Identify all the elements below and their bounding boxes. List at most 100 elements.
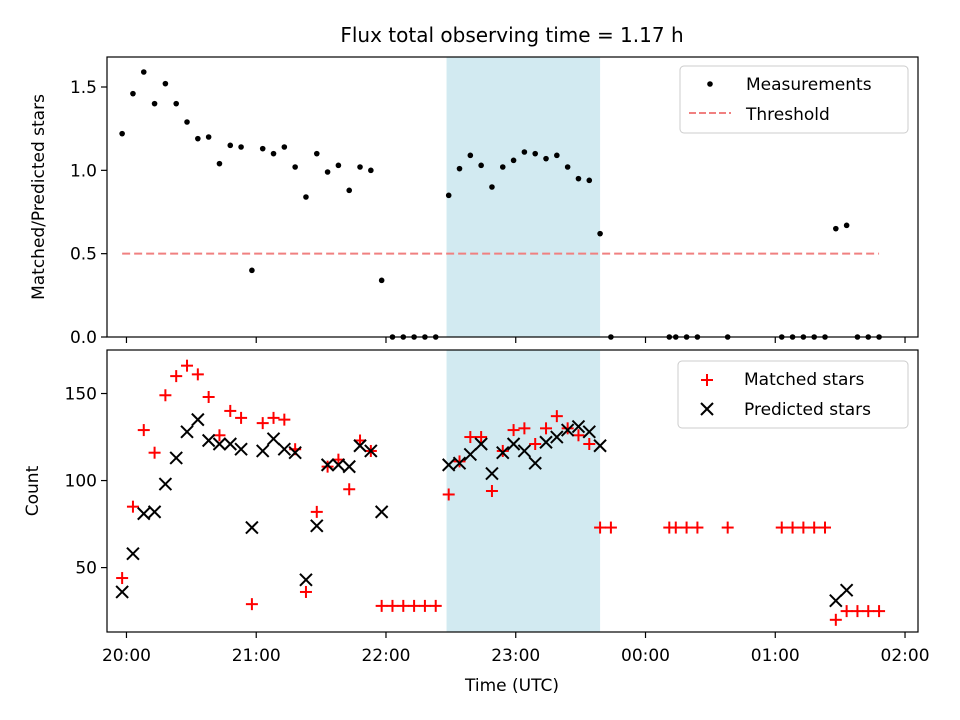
predicted-stars-point <box>115 585 129 599</box>
matched-stars-point <box>202 391 215 403</box>
measurements-point <box>346 187 353 194</box>
matched-stars-point <box>224 404 237 417</box>
matched-stars-point <box>429 599 442 612</box>
x-tick-label: 20:00 <box>102 646 151 666</box>
measurements-point <box>140 69 147 75</box>
y-tick-label: 0.0 <box>70 328 97 348</box>
matched-stars-point <box>397 599 410 612</box>
matched-stars-point <box>343 483 356 496</box>
predicted-stars-point <box>212 437 227 451</box>
matched-stars-point <box>529 438 542 450</box>
y-tick-label: 0.5 <box>70 245 97 265</box>
predicted-stars-point <box>310 519 324 533</box>
bottom-panel-counts: 50 100 150 20:00 21:00 22:00 23:00 00:00 01:00 0… <box>23 349 930 666</box>
matched-stars-point <box>159 389 172 402</box>
measurements-point <box>378 277 385 284</box>
predicted-stars-point <box>191 412 205 427</box>
matched-stars-point <box>829 613 842 626</box>
matched-stars-point <box>148 446 161 459</box>
measurements-point <box>532 150 539 157</box>
top-legend-box <box>679 65 909 134</box>
predicted-stars-point <box>364 444 378 458</box>
y-tick-label: 50 <box>75 559 97 579</box>
legend-predicted-label: Predicted stars <box>744 400 871 420</box>
predicted-stars-point <box>256 444 270 458</box>
matched-stars-point <box>126 500 139 513</box>
matched-stars-point <box>808 521 821 534</box>
matched-stars-point <box>375 599 388 612</box>
matched-stars-point <box>386 599 399 612</box>
measurements-point <box>195 135 201 142</box>
matched-stars-point <box>604 521 617 534</box>
top-panel-frame <box>106 56 919 338</box>
matched-stars-point <box>235 411 248 424</box>
measurements-point <box>335 162 342 169</box>
predicted-stars-point <box>331 458 346 472</box>
matched-stars-point <box>691 521 704 534</box>
legend-measurements-swatch <box>707 81 713 87</box>
predicted-stars-point <box>147 505 162 519</box>
measurements-point <box>445 192 452 199</box>
measurements-point <box>597 230 603 237</box>
predicted-stars-point <box>320 458 335 472</box>
shaded-interval-bottom <box>446 350 601 632</box>
predicted-stars-point <box>485 466 499 481</box>
x-tick-label: 21:00 <box>232 646 281 666</box>
predicted-stars-point <box>342 459 356 474</box>
bottom-panel-frame <box>106 349 919 633</box>
predicted-stars-point <box>839 583 854 597</box>
top-panel-ratio: 0.0 0.5 1.0 1.5 Matched/Predicted stars Mea… <box>29 56 919 348</box>
bottom-panel-x-ticks: 20:00 21:00 22:00 23:00 00:00 01:00 02:00 <box>102 632 930 666</box>
predicted-stars-point <box>277 442 292 456</box>
measurements-point <box>833 225 839 232</box>
predicted-stars-point <box>441 458 456 472</box>
measurements-point <box>510 157 517 164</box>
matched-stars-point <box>267 411 280 424</box>
matched-stars-point <box>851 605 864 618</box>
predicted-stars-point <box>266 432 281 446</box>
x-tick-label: 01:00 <box>751 646 800 666</box>
matched-stars-point <box>278 413 291 426</box>
measurements-point <box>564 164 571 170</box>
measurements-point <box>238 144 244 150</box>
legend-threshold-label: Threshold <box>745 105 830 125</box>
matched-stars-point <box>485 485 498 497</box>
predicted-stars-point <box>474 437 488 451</box>
legend-measurements-label: Measurements <box>746 75 872 95</box>
measurements-point <box>843 222 850 229</box>
predicted-stars-point <box>137 506 151 521</box>
predicted-stars-point <box>829 593 843 608</box>
measurements-point <box>249 267 255 274</box>
measurements-point <box>554 152 560 159</box>
matched-stars-point <box>453 455 466 468</box>
predicted-stars-point <box>201 433 216 448</box>
bottom-legend-box <box>677 360 909 429</box>
matched-stars-point <box>418 599 431 612</box>
matched-stars-point <box>550 410 563 423</box>
top-panel-marks <box>119 69 882 340</box>
top-panel-legend: Measurements Threshold <box>679 65 909 134</box>
predicted-stars-point <box>539 435 553 449</box>
predicted-stars-point <box>593 439 607 453</box>
measurements-point <box>270 150 277 157</box>
measurements-point <box>227 142 234 149</box>
bottom-panel-y-ticks: 50 100 150 <box>65 385 107 579</box>
matched-stars-point <box>310 505 323 518</box>
matched-stars-point <box>137 424 150 437</box>
matched-stars-point <box>299 585 312 598</box>
shaded-interval-top <box>446 57 601 337</box>
measurements-point <box>162 80 169 87</box>
matched-stars-point <box>797 521 810 534</box>
predicted-stars-point <box>158 477 173 491</box>
measurements-point <box>130 90 136 97</box>
measurements-point <box>499 164 506 170</box>
predicted-stars-point <box>288 445 302 460</box>
matched-stars-point <box>475 431 488 444</box>
matched-stars-point <box>819 521 832 534</box>
measurements-point <box>259 145 266 152</box>
predicted-stars-point <box>550 430 564 444</box>
predicted-stars-point <box>517 444 532 458</box>
matched-stars-point <box>775 521 788 534</box>
predicted-stars-point <box>571 419 586 434</box>
